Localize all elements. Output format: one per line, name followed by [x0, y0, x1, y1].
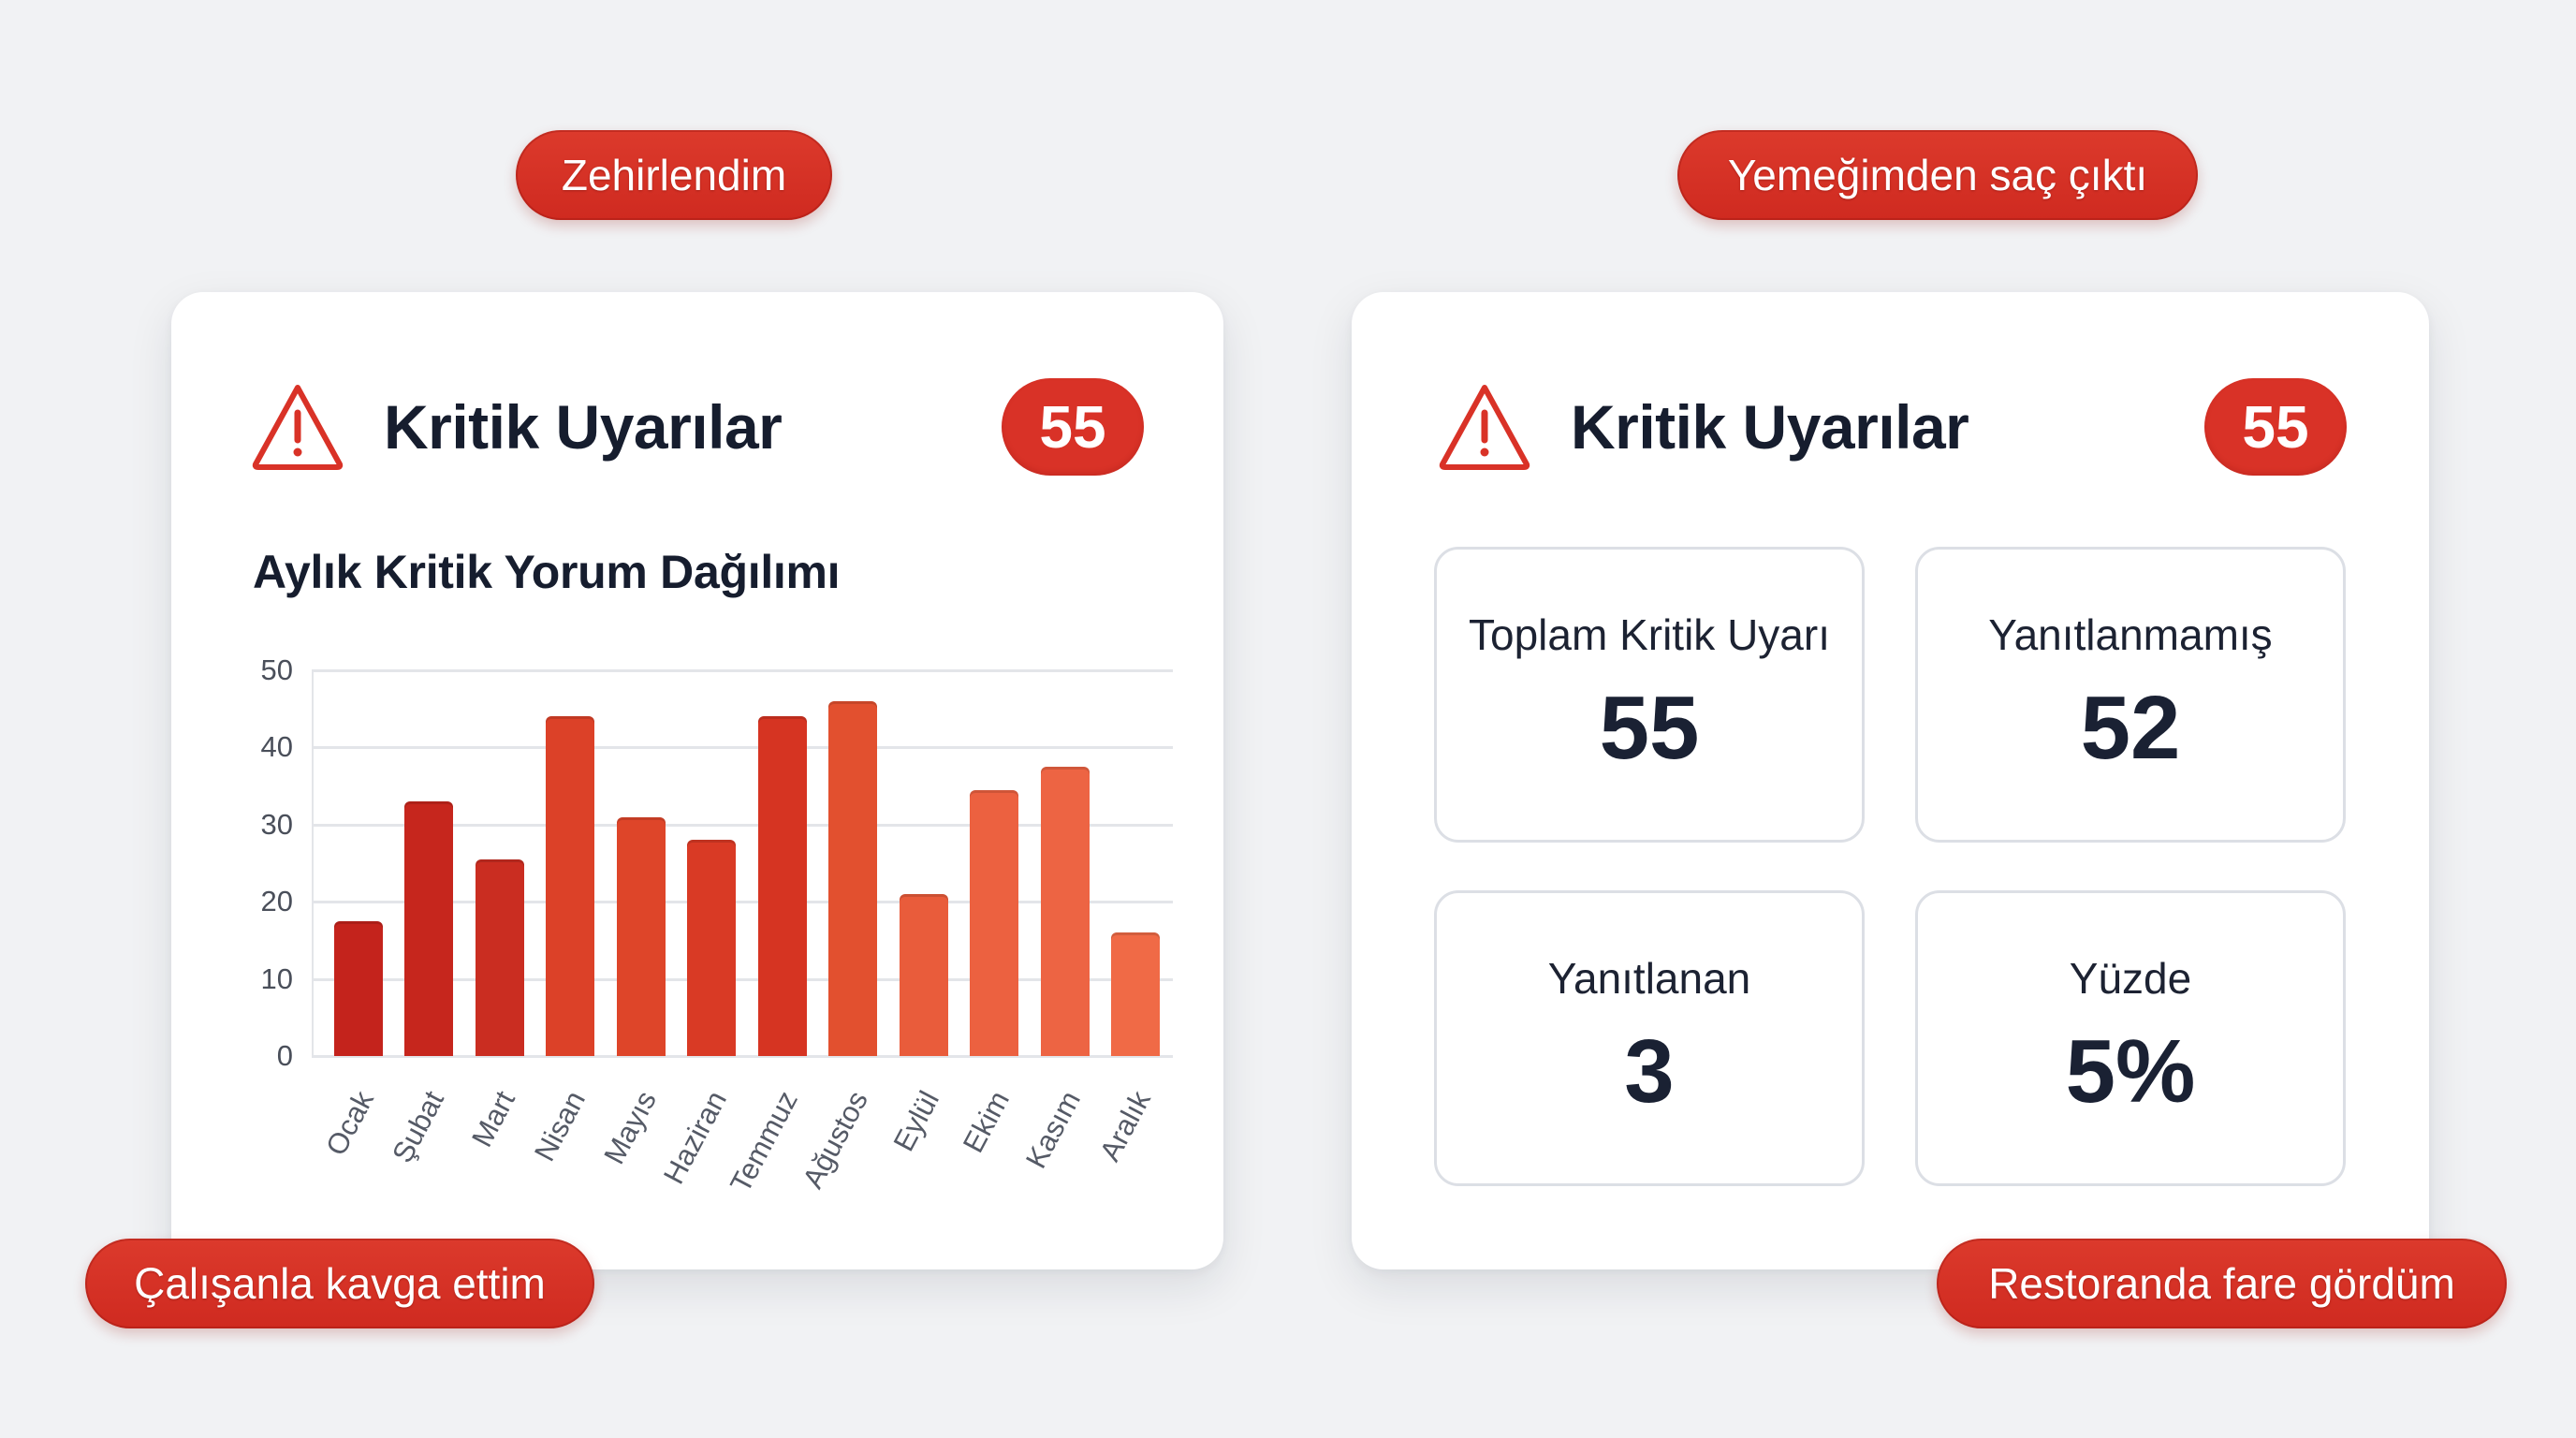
- bar-11[interactable]: [1111, 932, 1161, 1056]
- bar-10[interactable]: [1040, 767, 1090, 1056]
- stat-total-critical: Toplam Kritik Uyarı 55: [1434, 547, 1865, 843]
- alert-count-badge: 55: [1002, 378, 1144, 476]
- critical-alerts-summary-card: Kritik Uyarılar 55 Toplam Kritik Uyarı 5…: [1352, 292, 2429, 1269]
- card-header: Kritik Uyarılar 55: [1438, 376, 2347, 477]
- chart-title: Aylık Kritik Yorum Dağılımı: [253, 546, 841, 598]
- grid-line: [312, 746, 1173, 750]
- stat-label: Yanıtlanan: [1547, 954, 1751, 1003]
- bar-3[interactable]: [546, 716, 595, 1056]
- y-tick-label: 40: [260, 730, 293, 764]
- card-header: Kritik Uyarılar 55: [251, 376, 1144, 477]
- stat-answered: Yanıtlanan 3: [1434, 890, 1865, 1186]
- stat-unanswered: Yanıtlanmamış 52: [1915, 547, 2346, 843]
- stat-value: 5%: [2065, 1021, 2196, 1122]
- grid-line: [312, 823, 1173, 827]
- warning-triangle-icon: [1439, 385, 1530, 470]
- monthly-bar-chart: 0 10 20 30 40 50 Ocak Şubat Mart Nisan Mayıs Hazira…: [227, 648, 1173, 1210]
- alert-count-badge: 55: [2204, 378, 2347, 476]
- y-tick-label: 50: [260, 653, 293, 686]
- y-axis-line: [312, 670, 314, 1056]
- y-tick-label: 20: [260, 885, 293, 918]
- card-title: Kritik Uyarılar: [1571, 392, 1969, 462]
- stat-value: 55: [1599, 678, 1700, 778]
- bar-2[interactable]: [475, 858, 524, 1056]
- stat-label: Toplam Kritik Uyarı: [1469, 610, 1830, 659]
- bar-0[interactable]: [333, 920, 383, 1056]
- y-tick-label: 10: [260, 961, 293, 995]
- warning-triangle-icon: [252, 385, 344, 470]
- bar-9[interactable]: [970, 789, 1019, 1056]
- bar-7[interactable]: [828, 700, 878, 1056]
- complaint-tag-mouse-in-restaurant[interactable]: Restoranda fare gördüm: [1937, 1239, 2507, 1328]
- bar-1[interactable]: [404, 801, 454, 1056]
- y-tick-label: 30: [260, 807, 293, 841]
- bar-6[interactable]: [757, 716, 807, 1056]
- bar-5[interactable]: [687, 840, 737, 1056]
- bar-8[interactable]: [899, 893, 948, 1056]
- grid-line: [312, 977, 1173, 981]
- stat-value: 52: [2080, 678, 2181, 778]
- complaint-tag-poisoned[interactable]: Zehirlendim: [516, 130, 832, 220]
- bar-4[interactable]: [616, 816, 666, 1056]
- card-title: Kritik Uyarılar: [384, 392, 783, 462]
- grid-line: [312, 669, 1173, 672]
- complaint-tag-fight-with-staff[interactable]: Çalışanla kavga ettim: [85, 1239, 594, 1328]
- grid-line: [312, 1055, 1173, 1058]
- stat-label: Yüzde: [2069, 954, 2192, 1003]
- complaint-tag-hair-in-food[interactable]: Yemeğimden saç çıktı: [1677, 130, 2198, 220]
- stat-percentage: Yüzde 5%: [1915, 890, 2346, 1186]
- grid-line: [312, 901, 1173, 904]
- y-tick-label: 0: [276, 1039, 293, 1072]
- stat-value: 3: [1624, 1021, 1675, 1122]
- critical-alerts-chart-card: Kritik Uyarılar 55 Aylık Kritik Yorum Da…: [171, 292, 1223, 1269]
- stat-label: Yanıtlanmamış: [1988, 610, 2273, 659]
